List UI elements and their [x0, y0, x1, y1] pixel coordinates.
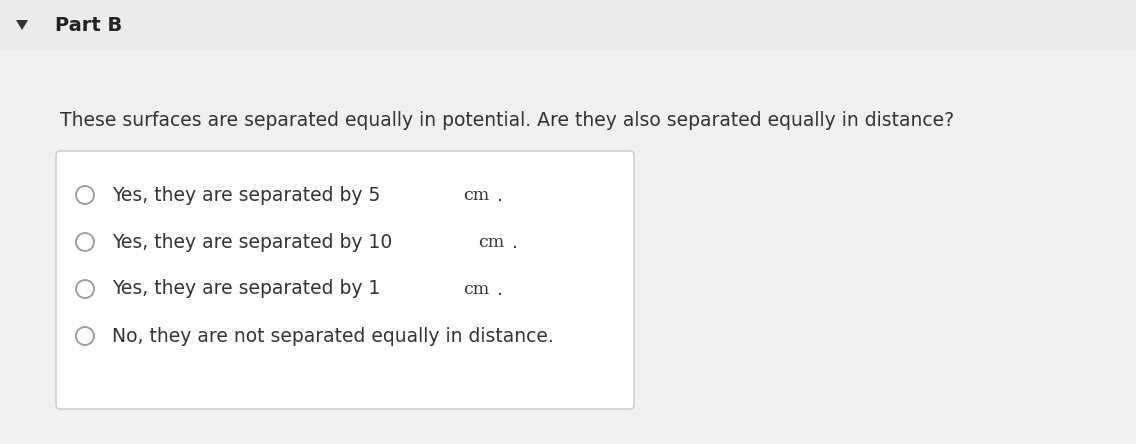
- Text: Part B: Part B: [55, 16, 123, 35]
- FancyBboxPatch shape: [56, 151, 634, 409]
- Text: .: .: [496, 280, 503, 298]
- Text: These surfaces are separated equally in potential. Are they also separated equal: These surfaces are separated equally in …: [60, 111, 954, 130]
- FancyBboxPatch shape: [0, 0, 1136, 50]
- Circle shape: [76, 327, 94, 345]
- Text: .: .: [496, 186, 503, 205]
- Text: cm: cm: [478, 234, 504, 250]
- Text: .: .: [512, 233, 518, 251]
- Circle shape: [76, 233, 94, 251]
- Text: No, they are not separated equally in distance.: No, they are not separated equally in di…: [112, 326, 553, 345]
- Circle shape: [76, 280, 94, 298]
- Circle shape: [76, 186, 94, 204]
- Text: Yes, they are separated by 5: Yes, they are separated by 5: [112, 186, 384, 205]
- Polygon shape: [16, 20, 28, 30]
- Text: cm: cm: [463, 281, 490, 297]
- Text: Yes, they are separated by 10: Yes, they are separated by 10: [112, 233, 396, 251]
- Text: Yes, they are separated by 1: Yes, they are separated by 1: [112, 280, 384, 298]
- Text: cm: cm: [463, 186, 490, 203]
